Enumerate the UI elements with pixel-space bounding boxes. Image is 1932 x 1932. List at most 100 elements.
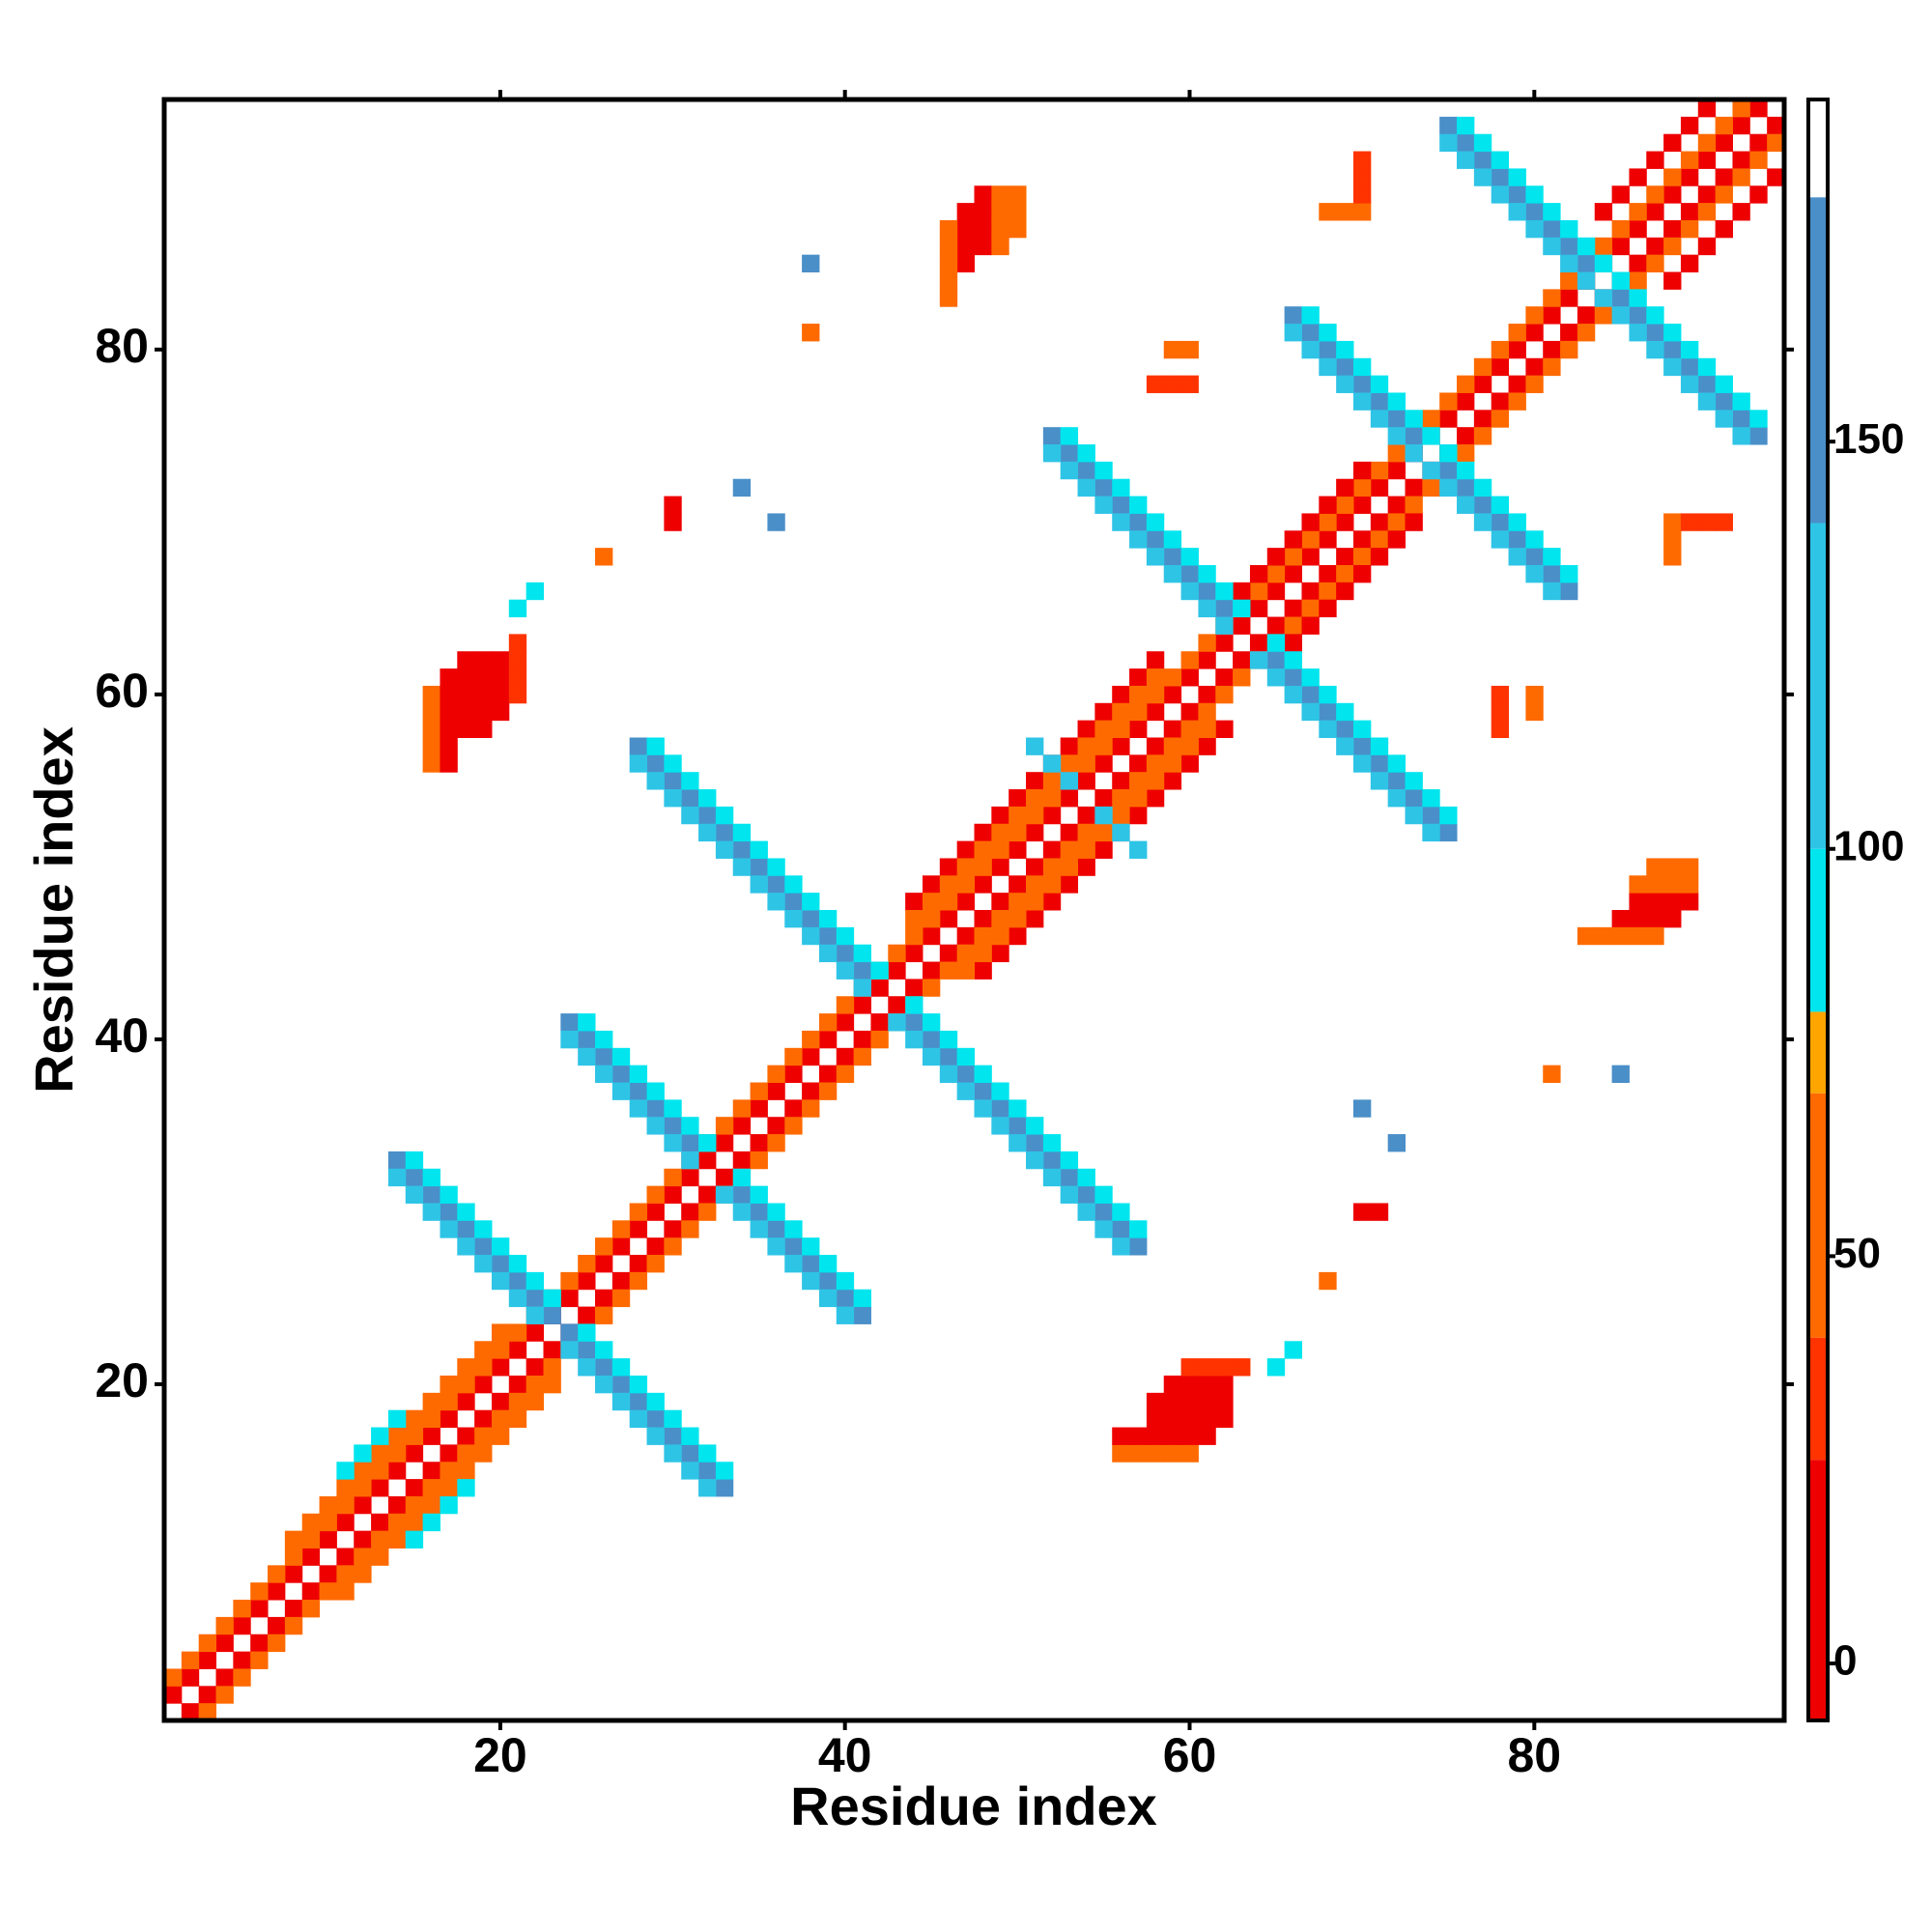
heatmap-cell [1646,237,1664,256]
heatmap-cell [991,1117,1009,1135]
heatmap-cell [491,1341,510,1359]
heatmap-cell [646,754,665,773]
heatmap-cell [853,944,871,963]
heatmap-cell [629,754,648,773]
heatmap-cell [1301,324,1320,342]
heatmap-cell [1077,1203,1095,1221]
heatmap-cell [198,1634,217,1653]
heatmap-cell [440,1495,458,1515]
heatmap-cell [611,1375,631,1394]
heatmap-cell [1560,582,1578,601]
heatmap-cell [405,1513,424,1532]
heatmap-cell [1112,513,1130,531]
heatmap-cell [422,720,440,738]
heatmap-cell [268,1582,286,1601]
heatmap-cell [560,1341,579,1359]
heatmap-cell [1629,875,1647,894]
heatmap-cell [1163,548,1182,566]
heatmap-cell [1284,634,1302,652]
heatmap-cell [1180,754,1199,773]
heatmap-cell [1284,548,1302,566]
heatmap-cell [1094,461,1113,480]
heatmap-cell [1198,1409,1216,1429]
heatmap-cell [664,1099,682,1118]
heatmap-cell [457,651,475,669]
heatmap-cell [732,1151,752,1170]
heatmap-cell [1215,1392,1234,1411]
heatmap-cell [1680,893,1699,911]
heatmap-cell [750,858,768,876]
heatmap-cell [198,1703,217,1721]
heatmap-cell [440,685,458,704]
heatmap-cell [1336,375,1354,393]
heatmap-cell [1129,1220,1148,1238]
colorbar-bin [1808,848,1828,1012]
heatmap-cell [905,944,923,963]
heatmap-cell [1180,720,1199,738]
heatmap-cell [1697,203,1717,221]
heatmap-cell [1715,375,1733,393]
heatmap-cell [1094,1220,1113,1238]
heatmap-cell [1301,616,1320,635]
heatmap-cell [1663,530,1682,549]
heatmap-cell [1198,1427,1216,1445]
heatmap-cell [1457,116,1475,135]
heatmap-cell [440,1409,458,1429]
heatmap-cell [1180,737,1199,755]
heatmap-cell [1352,564,1372,583]
heatmap-cell [1009,910,1027,928]
heatmap-cell [268,1616,286,1635]
heatmap-cell [1146,702,1165,722]
heatmap-cell [681,1444,699,1463]
heatmap-cell [1715,392,1733,411]
heatmap-cell [1336,564,1354,583]
heatmap-cell [1009,1099,1027,1118]
heatmap-cell [853,1030,871,1049]
heatmap-cell [440,1479,458,1497]
y-tick-label: 40 [95,1009,149,1063]
heatmap-cell [1508,185,1526,204]
heatmap-cell [750,875,768,894]
heatmap-cell [629,1392,648,1411]
heatmap-cell [354,1565,372,1583]
heatmap-cell [1215,599,1234,618]
heatmap-cell [1009,203,1027,221]
heatmap-cell [181,1703,200,1721]
heatmap-cell [1094,1185,1113,1204]
heatmap-cell [422,1409,440,1429]
heatmap-cell [405,1168,424,1187]
heatmap-cell [1697,99,1717,118]
heatmap-cell [1370,410,1389,428]
heatmap-cell [1301,668,1320,687]
colorbar-frame [1806,98,1830,1722]
heatmap-cell [818,1082,838,1100]
heatmap-cell [1663,875,1682,894]
heatmap-cell [1319,720,1337,738]
heatmap-cell [1077,772,1095,790]
heatmap-cell [611,1047,631,1066]
heatmap-cell [698,1203,717,1221]
heatmap-cell [611,1220,631,1238]
heatmap-cell [784,1099,803,1118]
heatmap-cell [1732,116,1750,135]
heatmap-cell [1215,582,1234,601]
heatmap-cell [1646,185,1664,204]
heatmap-cell [1387,444,1406,463]
heatmap-cell [457,685,475,704]
heatmap-cell [905,926,923,946]
heatmap-cell [595,1358,613,1377]
heatmap-cell [1387,496,1406,514]
heatmap-cell [1060,823,1079,842]
heatmap-cell [508,1409,527,1429]
heatmap-cell [767,858,785,876]
heatmap-cell [422,1479,440,1497]
heatmap-cell [1439,133,1458,153]
heatmap-cell [1180,548,1199,566]
heatmap-cell [1284,651,1302,669]
heatmap-cell [836,961,855,980]
heatmap-cell [611,1237,631,1256]
heatmap-cell [991,185,1009,204]
heatmap-cell [301,1582,321,1601]
heatmap-cell [526,1375,544,1394]
heatmap-cell [1697,237,1717,256]
